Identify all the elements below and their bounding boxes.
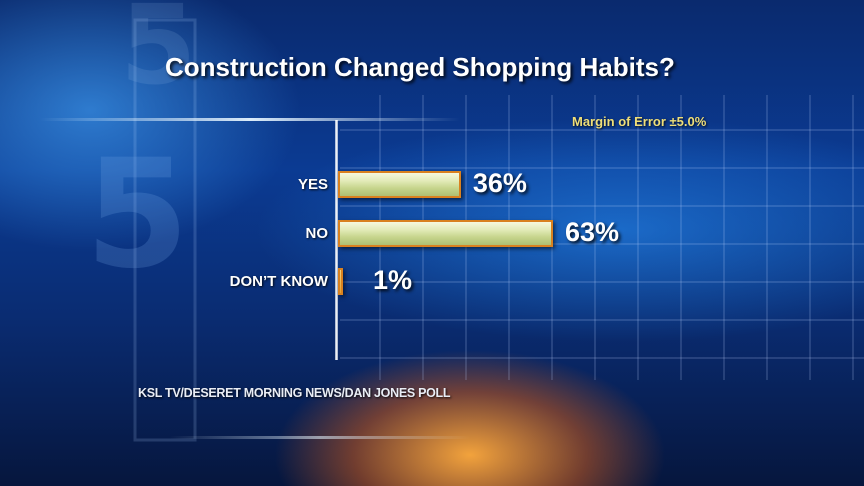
channel-5-logo-watermark: 5: [120, 0, 197, 109]
category-label: YES: [297, 176, 328, 193]
poll-source: KSL TV/DESERET MORNING NEWS/DAN JONES PO…: [138, 386, 451, 400]
margin-of-error: Margin of Error ±5.0%: [572, 114, 707, 129]
light-streak: [170, 436, 470, 439]
chart-title: Construction Changed Shopping Habits?: [165, 52, 675, 82]
category-label: DON’T KNOW: [229, 273, 328, 290]
bar: [338, 220, 553, 247]
data-label: 36%: [472, 168, 527, 198]
data-label: 63%: [565, 217, 620, 247]
category-label: NO: [305, 225, 329, 242]
bar: [338, 268, 343, 295]
bar: [338, 171, 461, 198]
y-axis-line: [335, 120, 338, 360]
channel-5-logo-watermark: 5: [85, 128, 190, 302]
light-streak: [40, 118, 460, 121]
data-label: 1%: [373, 265, 413, 295]
